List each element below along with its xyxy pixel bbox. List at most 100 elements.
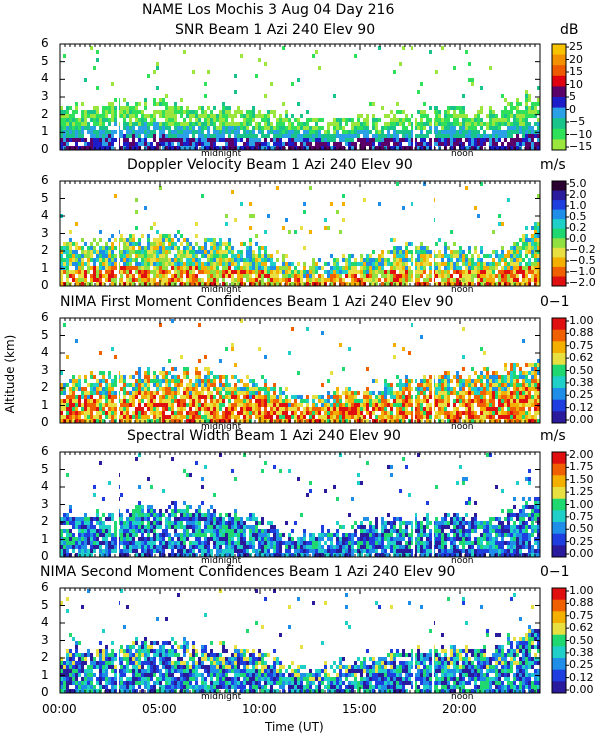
heatmap-cell bbox=[210, 110, 213, 114]
data-gap bbox=[432, 44, 434, 150]
heatmap-cell bbox=[315, 403, 318, 407]
heatmap-cell bbox=[177, 142, 180, 146]
heatmap-cell bbox=[522, 266, 525, 270]
heatmap-cell bbox=[144, 138, 147, 142]
heatmap-cell bbox=[264, 122, 267, 126]
heatmap-cell bbox=[510, 367, 513, 371]
heatmap-cell bbox=[438, 110, 441, 114]
heatmap-cell bbox=[156, 246, 159, 250]
heatmap-cell bbox=[456, 114, 459, 118]
heatmap-cell bbox=[237, 138, 240, 142]
heatmap-cell bbox=[504, 266, 507, 270]
heatmap-cell bbox=[522, 114, 525, 118]
heatmap-cell bbox=[231, 278, 234, 282]
heatmap-cell bbox=[258, 246, 261, 250]
heatmap-cell bbox=[189, 110, 192, 114]
heatmap-cell bbox=[474, 379, 477, 383]
heatmap-cell bbox=[438, 138, 441, 142]
heatmap-cell bbox=[294, 266, 297, 270]
heatmap-cell bbox=[183, 391, 186, 395]
heatmap-cell bbox=[498, 375, 501, 379]
heatmap-cell bbox=[462, 142, 465, 146]
heatmap-cell bbox=[462, 387, 465, 391]
heatmap-cell bbox=[375, 274, 378, 278]
heatmap-cell bbox=[105, 130, 108, 134]
heatmap-cell bbox=[477, 262, 480, 266]
heatmap-cell bbox=[264, 246, 267, 250]
heatmap-cell bbox=[156, 142, 159, 146]
heatmap-cell bbox=[519, 138, 522, 142]
heatmap-cell bbox=[195, 266, 198, 270]
heatmap-cell bbox=[354, 403, 357, 407]
heatmap-cell bbox=[402, 399, 405, 403]
heatmap-cell bbox=[465, 411, 468, 415]
heatmap-cell bbox=[108, 110, 111, 114]
heatmap-cell bbox=[165, 379, 168, 383]
heatmap-cell bbox=[306, 274, 309, 278]
heatmap-cell bbox=[147, 126, 150, 130]
heatmap-cell bbox=[369, 262, 372, 266]
heatmap-cell bbox=[456, 266, 459, 270]
heatmap-cell bbox=[372, 274, 375, 278]
heatmap-cell bbox=[456, 138, 459, 142]
heatmap-cell bbox=[336, 130, 339, 134]
heatmap-cell bbox=[84, 118, 87, 122]
heatmap-cell bbox=[261, 395, 264, 399]
heatmap-cell bbox=[528, 126, 531, 130]
heatmap-cell bbox=[246, 415, 249, 419]
heatmap-cell bbox=[489, 66, 492, 70]
heatmap-cell bbox=[462, 327, 465, 331]
heatmap-cell bbox=[444, 254, 447, 258]
heatmap-cell bbox=[501, 403, 504, 407]
heatmap-cell bbox=[471, 403, 474, 407]
heatmap-cell bbox=[153, 102, 156, 106]
heatmap-cell bbox=[330, 266, 333, 270]
heatmap-cell bbox=[408, 351, 411, 355]
data-gap bbox=[117, 44, 119, 150]
heatmap-cell bbox=[393, 258, 396, 262]
heatmap-cell bbox=[531, 250, 534, 254]
heatmap-cell bbox=[138, 367, 141, 371]
heatmap-cell bbox=[144, 254, 147, 258]
heatmap-cell bbox=[108, 254, 111, 258]
heatmap-cell bbox=[204, 395, 207, 399]
heatmap-cell bbox=[354, 391, 357, 395]
heatmap-cell bbox=[288, 415, 291, 419]
heatmap-cell bbox=[186, 126, 189, 130]
heatmap-cell bbox=[405, 379, 408, 383]
heatmap-cell bbox=[231, 146, 234, 150]
heatmap-cell bbox=[381, 266, 384, 270]
heatmap-cell bbox=[105, 266, 108, 270]
heatmap-cell bbox=[321, 274, 324, 278]
heatmap-cell bbox=[216, 375, 219, 379]
heatmap-cell bbox=[402, 347, 405, 351]
heatmap-cell bbox=[405, 138, 408, 142]
heatmap-cell bbox=[261, 262, 264, 266]
heatmap-cell bbox=[402, 403, 405, 407]
heatmap-cell bbox=[483, 266, 486, 270]
heatmap-cell bbox=[174, 270, 177, 274]
heatmap-cell bbox=[465, 118, 468, 122]
heatmap-cell bbox=[402, 407, 405, 411]
heatmap-cell bbox=[468, 415, 471, 419]
heatmap-cell bbox=[468, 395, 471, 399]
heatmap-cell bbox=[111, 403, 114, 407]
heatmap-cell bbox=[537, 379, 540, 383]
heatmap-cell bbox=[426, 142, 429, 146]
heatmap-cell bbox=[87, 407, 90, 411]
heatmap-cell bbox=[492, 122, 495, 126]
heatmap-cell bbox=[249, 246, 252, 250]
heatmap-cell bbox=[474, 142, 477, 146]
heatmap-cell bbox=[225, 250, 228, 254]
heatmap-cell bbox=[462, 355, 465, 359]
heatmap-cell bbox=[231, 254, 234, 258]
heatmap-cell bbox=[450, 282, 453, 286]
heatmap-cell bbox=[384, 274, 387, 278]
heatmap-cell bbox=[450, 146, 453, 150]
heatmap-cell bbox=[120, 419, 123, 423]
heatmap-cell bbox=[471, 383, 474, 387]
heatmap-cell bbox=[126, 106, 129, 110]
heatmap-cell bbox=[75, 122, 78, 126]
heatmap-cell bbox=[72, 419, 75, 423]
heatmap-cell bbox=[396, 258, 399, 262]
